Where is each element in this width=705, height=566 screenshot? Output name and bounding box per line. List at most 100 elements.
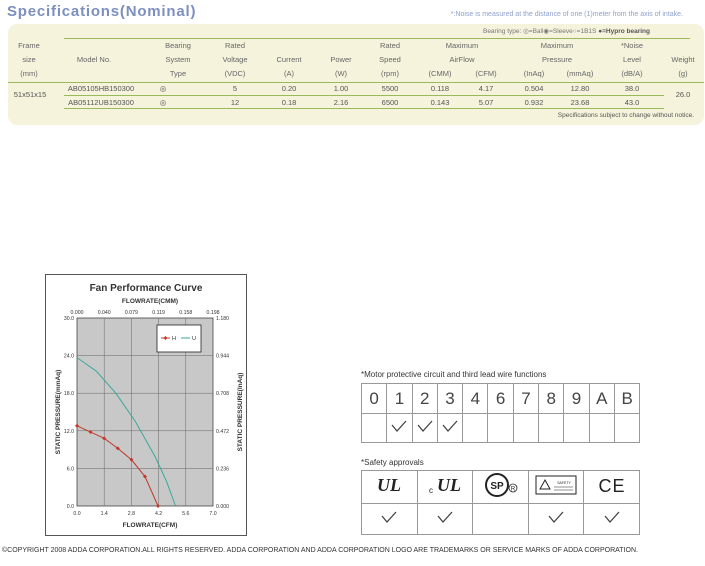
cul-logo-cell: c UL (416, 470, 474, 504)
check-icon (442, 420, 458, 432)
row-model: AB05112UB150300 (68, 98, 134, 107)
row-noise: 43.0 (624, 98, 640, 107)
copyright-notice: ©COPYRIGHT 2008 ADDA CORPORATION.ALL RIG… (2, 547, 638, 554)
motor-function-label: 7 (512, 383, 540, 414)
motor-function-label: 0 (360, 383, 388, 414)
legend-label-h: H (172, 336, 176, 342)
x-top-tick-label: 0.040 (98, 310, 111, 316)
tuv-logo-text: SAFETY (557, 481, 571, 485)
hdr-bearing-1: Bearing (165, 41, 191, 50)
ul-logo: UL (377, 475, 401, 495)
chart-title: Fan Performance Curve (90, 283, 203, 294)
data-point-h (102, 436, 107, 441)
check-icon (417, 420, 433, 432)
x-tick-label: 0.0 (73, 511, 80, 517)
y-right-tick-label: 0.708 (216, 391, 229, 397)
tuv-logo-cell: SAFETY (527, 470, 585, 504)
hdr-noise-2: Level (623, 55, 641, 64)
cul-logo-text: UL (437, 475, 461, 495)
data-point-h (143, 474, 147, 479)
cul-logo-prefix: c (429, 486, 433, 495)
x-top-tick-label: 0.198 (207, 310, 220, 316)
row-model: AB05105HB150300 (67, 84, 135, 93)
hdr-cfm: (CFM) (475, 69, 497, 78)
chart-y2-label: STATIC PRESSURE(InAq) (237, 373, 244, 452)
hdr-frame-2: size (22, 55, 36, 64)
safety-approvals-table: UL c UL SP R SAFETY (361, 470, 640, 535)
hdr-noise-3: (dB/A) (621, 69, 643, 78)
row-power: 2.16 (333, 98, 349, 107)
row-cfm: 5.07 (478, 98, 494, 107)
hdr-power-2: (W) (334, 69, 348, 78)
hdr-airflow-1: Maximum (445, 41, 479, 50)
hdr-weight-2: (g) (678, 69, 688, 78)
motor-function-check-cell (613, 413, 641, 443)
x-top-tick-label: 0.158 (179, 310, 192, 316)
x-top-tick-label: 0.079 (125, 310, 138, 316)
page-title: Specifications(Nominal) (7, 3, 197, 20)
svg-text:R: R (511, 486, 516, 492)
motor-function-check-cell (588, 413, 615, 443)
data-point-h (156, 504, 161, 508)
hdr-speed-2: Speed (379, 55, 401, 64)
x-top-tick-label: 0.119 (152, 310, 165, 316)
motor-function-label: B (613, 383, 641, 414)
data-point-h (75, 423, 79, 428)
ul-logo-cell: UL (361, 470, 418, 504)
hdr-model: Model No. (76, 55, 112, 64)
ce-logo-cell: CE (583, 470, 640, 504)
row-inaq: 0.504 (524, 84, 544, 93)
x-tick-label: 5.6 (182, 511, 189, 517)
motor-function-check-cell (563, 413, 590, 443)
row-speed: 6500 (381, 98, 399, 107)
frame-size-value: 51x51x15 (13, 90, 47, 99)
csa-logo-text: SP (491, 481, 505, 492)
check-icon (548, 511, 564, 523)
y-right-tick-label: 0.944 (216, 354, 229, 360)
row-current: 0.18 (281, 98, 297, 107)
csa-logo-cell: SP R (472, 470, 529, 504)
y-tick-label: 6.0 (67, 466, 74, 472)
hdr-power-1: Power (330, 55, 352, 64)
motor-function-check-cell (386, 413, 413, 443)
ce-logo: CE (598, 476, 624, 496)
motor-function-check-cell (462, 413, 489, 443)
x-tick-label: 7.0 (209, 511, 216, 517)
safety-approval-check-cell (472, 503, 529, 535)
y-right-tick-label: 0.472 (216, 429, 229, 435)
cul-logo: c UL (429, 475, 461, 495)
y-right-tick-label: 1.180 (216, 316, 229, 322)
spec-footer-note: Specifications subject to change without… (557, 112, 694, 119)
y-tick-label: 30.0 (64, 316, 74, 322)
hdr-pressure-1: Maximum (540, 41, 574, 50)
x-tick-label: 2.8 (128, 511, 135, 517)
hdr-voltage-2: Voltage (222, 55, 248, 64)
row-mmaq: 23.68 (570, 98, 590, 107)
bearing-legend: Bearing type: ◎=Ball◉=Sleeve○=1B1S ●=Hyp… (483, 27, 650, 35)
motor-function-label: 1 (386, 383, 413, 414)
bearing-legend-hypro: ●=Hypro bearing (598, 28, 650, 35)
fan-performance-chart: Fan Performance Curve FLOWRATE(CMM) FLOW… (45, 274, 247, 536)
row-inaq: 0.932 (524, 98, 544, 107)
hdr-voltage-1: Rated (224, 41, 246, 50)
motor-function-check-cell (411, 413, 438, 443)
safety-approval-check-cell (527, 503, 585, 535)
safety-approval-check-cell (583, 503, 640, 535)
chart-x-label: FLOWRATE(CFM) (123, 522, 178, 529)
bearing-legend-items: ◎=Ball◉=Sleeve○=1B1S (523, 28, 597, 35)
row-noise: 38.0 (624, 84, 640, 93)
motor-function-check-cell (487, 413, 514, 443)
hdr-pressure-2: Pressure (541, 55, 573, 64)
row-current: 0.20 (281, 84, 297, 93)
chart-x2-label: FLOWRATE(CMM) (122, 298, 178, 305)
x-tick-label: 1.4 (101, 511, 108, 517)
hdr-bearing-3: Type (169, 69, 187, 78)
check-icon (381, 511, 397, 523)
row-voltage: 12 (230, 98, 240, 107)
hdr-weight-1: Weight (671, 55, 695, 64)
motor-function-label: 6 (487, 383, 514, 414)
motor-function-label: 4 (462, 383, 489, 414)
legend-marker-h (163, 336, 168, 340)
csa-logo: SP R (485, 472, 518, 497)
row-mmaq: 12.80 (570, 84, 590, 93)
